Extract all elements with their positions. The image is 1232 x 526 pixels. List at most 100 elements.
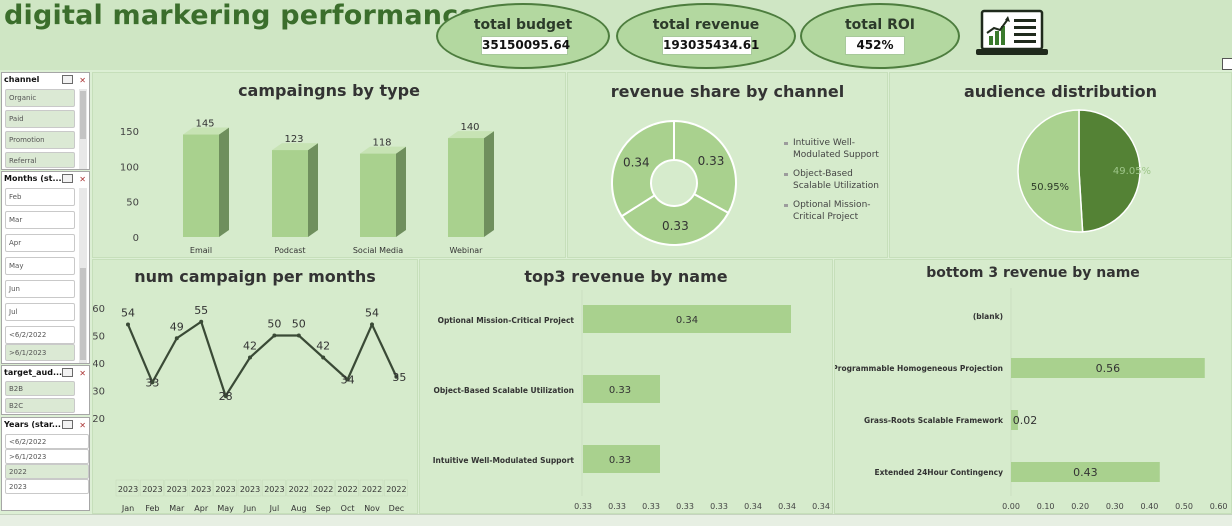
multi-select-icon[interactable] bbox=[62, 420, 73, 429]
data-point bbox=[150, 380, 155, 385]
data-label: 42 bbox=[243, 340, 257, 353]
x-year-label: 2022 bbox=[289, 485, 309, 494]
x-tick-label: 0.33 bbox=[608, 502, 626, 511]
bar-value-label: 145 bbox=[195, 119, 214, 130]
x-tick-label: 0.20 bbox=[1071, 502, 1089, 511]
axis-cell bbox=[164, 479, 189, 497]
slicer-header: Months (st... ✕ bbox=[2, 172, 89, 186]
legend-label: Scalable Utilization bbox=[793, 181, 879, 191]
category-label: Optional Mission-Critical Project bbox=[438, 316, 575, 325]
slicer-item-paid[interactable]: Paid bbox=[5, 110, 75, 128]
clear-filter-icon[interactable]: ✕ bbox=[79, 175, 86, 184]
x-year-label: 2023 bbox=[264, 485, 284, 494]
data-point bbox=[321, 355, 326, 360]
series-line bbox=[126, 320, 398, 399]
slicer-item-2022[interactable]: 2022 bbox=[5, 464, 89, 479]
data-label: 28 bbox=[219, 390, 233, 403]
y-tick-label: 50 bbox=[126, 198, 139, 209]
legend-item[interactable]: Optional Mission- Critical Project bbox=[784, 199, 871, 223]
bar-side bbox=[396, 146, 406, 237]
slicer-item-mar[interactable]: Mar bbox=[5, 211, 75, 229]
x-tick-label: Email bbox=[190, 246, 212, 255]
x-tick-label: Mar bbox=[169, 504, 185, 513]
legend-label: Object-Based bbox=[793, 169, 853, 179]
kpi-label: total ROI bbox=[844, 17, 915, 33]
scrollbar-thumb[interactable] bbox=[80, 268, 86, 360]
data-point bbox=[394, 374, 399, 379]
bar-side bbox=[219, 127, 229, 237]
bar-top bbox=[183, 127, 229, 135]
slicer-scrollbar[interactable] bbox=[79, 188, 87, 363]
legend-item[interactable]: Intuitive Well- Modulated Support bbox=[784, 137, 879, 161]
slicer-item-before-2022[interactable]: <6/2/2022 bbox=[5, 326, 75, 344]
data-label: 33 bbox=[145, 376, 159, 389]
axis-cell bbox=[213, 479, 237, 497]
campaigns-bar-chart: 0 50 100 150 145 Email 123 Podcast 118 Social Med… bbox=[120, 119, 494, 255]
x-tick-label: Jan bbox=[121, 504, 134, 513]
slicer-item-before-2022[interactable]: <6/2/2022 bbox=[5, 434, 89, 449]
slicer-item-referral[interactable]: Referral bbox=[5, 152, 75, 168]
category-label: Grass-Roots Scalable Framework bbox=[864, 416, 1004, 425]
axis-cell bbox=[384, 479, 408, 497]
slicer-item-2023[interactable]: 2023 bbox=[5, 479, 89, 494]
legend-item[interactable]: Object-Based Scalable Utilization bbox=[784, 168, 879, 192]
bar bbox=[272, 150, 308, 237]
slicer-item-b2b[interactable]: B2B bbox=[5, 381, 75, 396]
x-tick-label: Webinar bbox=[450, 246, 484, 255]
axis-cell bbox=[115, 479, 140, 497]
multi-select-icon[interactable] bbox=[62, 368, 73, 377]
slicer-item-after-2023[interactable]: >6/1/2023 bbox=[5, 449, 89, 464]
y-tick-label: 100 bbox=[120, 162, 139, 173]
x-year-label: 2022 bbox=[313, 485, 333, 494]
bar-top bbox=[360, 146, 406, 154]
axis-cell bbox=[188, 479, 213, 497]
x-tick-label: 0.34 bbox=[778, 502, 796, 511]
x-tick-label: 0.60 bbox=[1210, 502, 1228, 511]
slicer-item-feb[interactable]: Feb bbox=[5, 188, 75, 206]
clear-filter-icon[interactable]: ✕ bbox=[79, 369, 86, 378]
bar bbox=[1011, 410, 1018, 430]
slicer-item-jul[interactable]: Jul bbox=[5, 303, 75, 321]
data-label: 42 bbox=[316, 340, 330, 353]
slicer-item-b2c[interactable]: B2C bbox=[5, 398, 75, 413]
kpi-label: total budget bbox=[473, 17, 573, 33]
slicer-item-after-2023[interactable]: >6/1/2023 bbox=[5, 344, 75, 361]
kpi-total-revenue: total revenue 193035434.61 bbox=[616, 3, 796, 69]
multi-select-icon[interactable] bbox=[62, 174, 73, 183]
data-label: 55 bbox=[194, 304, 208, 317]
kpi-value: 35150095.64 bbox=[481, 36, 570, 55]
axis-cell bbox=[237, 479, 262, 497]
slicer-item-jun[interactable]: Jun bbox=[5, 280, 75, 298]
kpi-total-roi: total ROI 452% bbox=[800, 3, 960, 69]
slice-value-label: 0.33 bbox=[662, 219, 689, 233]
x-tick-label: Feb bbox=[145, 504, 159, 513]
slicer-item-apr[interactable]: Apr bbox=[5, 234, 75, 252]
panel-title: revenue share by channel bbox=[610, 82, 845, 101]
donut-slice bbox=[611, 119, 675, 218]
donut-slice bbox=[673, 119, 737, 215]
category-label: Object-Based Scalable Utilization bbox=[434, 386, 575, 395]
x-tick-label: Nov bbox=[364, 504, 380, 513]
slicer-item-may[interactable]: May bbox=[5, 257, 75, 275]
dashboard-header: digital markering performance total budg… bbox=[0, 0, 1232, 70]
sheet-tab-strip[interactable] bbox=[0, 514, 1232, 526]
bar-value-label: 0.33 bbox=[609, 385, 631, 396]
bottom3-revenue-panel: bottom 3 revenue by name (blank) Programm… bbox=[834, 259, 1232, 514]
data-point bbox=[296, 333, 301, 338]
bar-top bbox=[448, 131, 494, 139]
slicer-item-organic[interactable]: Organic bbox=[5, 89, 75, 107]
slicer-header: Years (star... ✕ bbox=[2, 418, 89, 432]
kpi-value: 452% bbox=[845, 36, 905, 55]
slicer-item-promotion[interactable]: Promotion bbox=[5, 131, 75, 149]
scrollbar-thumb[interactable] bbox=[80, 91, 86, 139]
x-tick-label: 0.33 bbox=[676, 502, 694, 511]
clear-filter-icon[interactable]: ✕ bbox=[79, 76, 86, 85]
x-tick-label: 0.40 bbox=[1140, 502, 1158, 511]
slicer-scrollbar[interactable] bbox=[79, 89, 87, 169]
bar-value-label: 140 bbox=[460, 122, 479, 133]
x-tick-label: 0.50 bbox=[1175, 502, 1193, 511]
x-tick-label: Social Media bbox=[353, 246, 403, 255]
clear-filter-icon[interactable]: ✕ bbox=[79, 421, 86, 430]
bar bbox=[583, 375, 660, 403]
multi-select-icon[interactable] bbox=[62, 75, 73, 84]
